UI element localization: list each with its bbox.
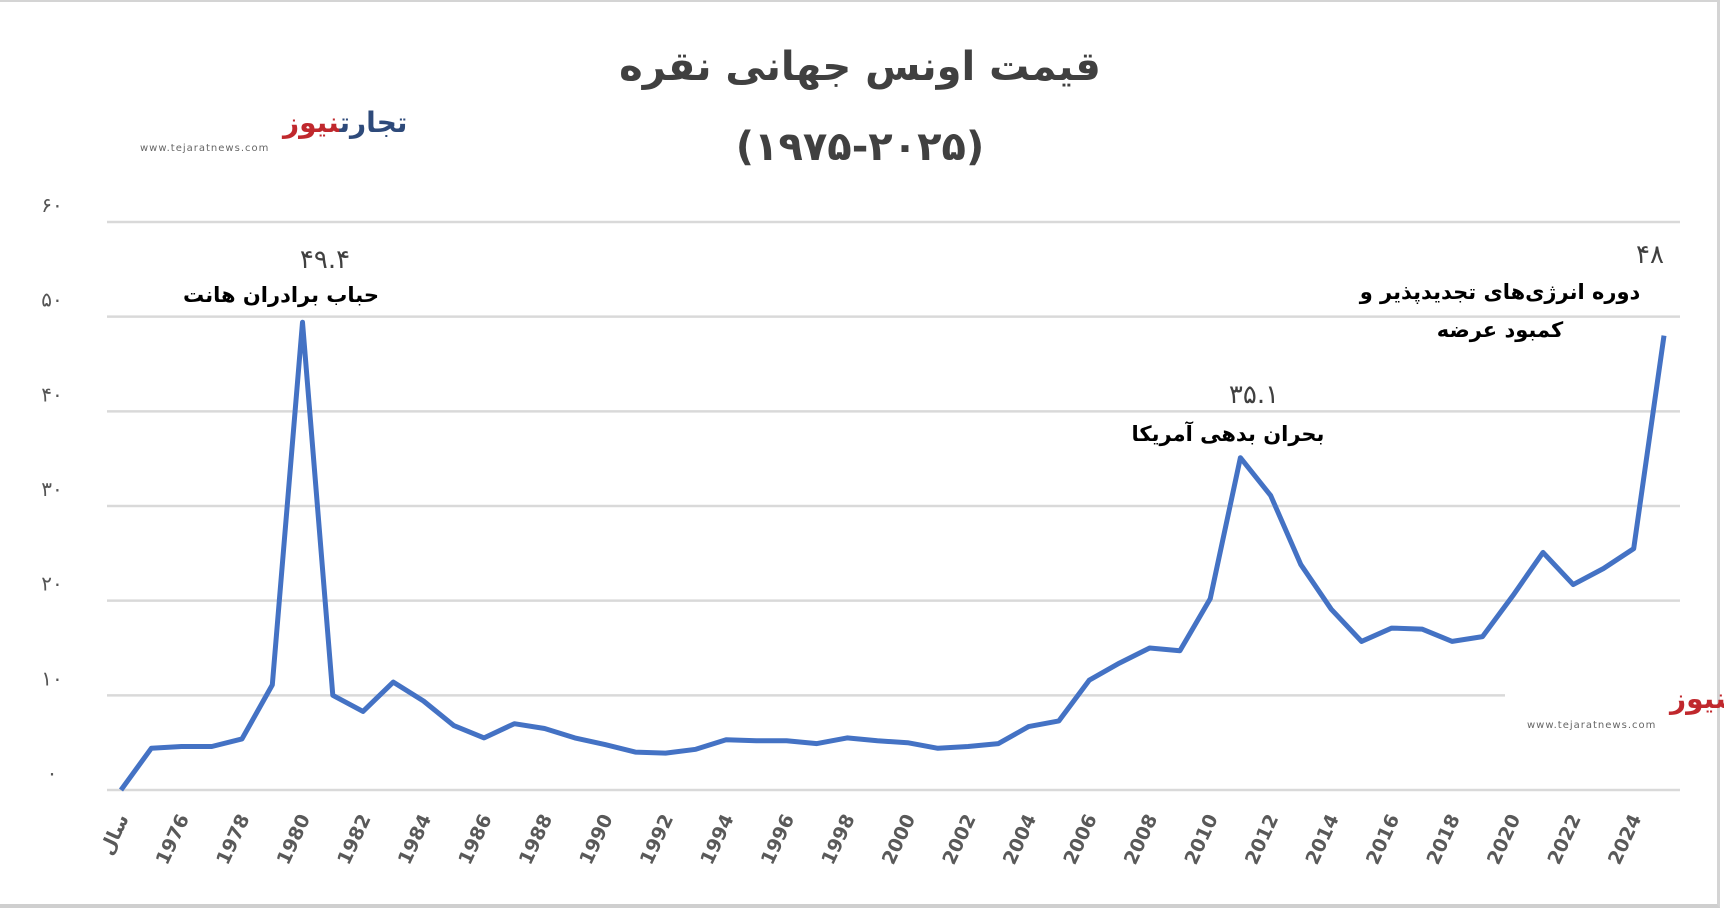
annotation-value: ۴۹.۴ <box>300 245 350 275</box>
logo-part2: نیوز <box>281 106 340 139</box>
x-tick-label: 2004 <box>999 811 1041 868</box>
x-tick-label: 2012 <box>1241 811 1283 868</box>
x-tick-label: 1980 <box>273 811 315 868</box>
logo-part2: نیوز <box>1668 682 1724 715</box>
x-tick-label: 2016 <box>1362 811 1404 868</box>
x-tick-label: 1994 <box>696 811 738 868</box>
series-line <box>118 319 1667 792</box>
x-tick-label: 2024 <box>1604 811 1646 868</box>
x-tick-label: 2020 <box>1483 811 1525 868</box>
x-tick-label: 2010 <box>1180 811 1222 868</box>
x-tick-label: 1996 <box>757 811 799 868</box>
svg-text:تجارتنیوز: تجارتنیوز <box>281 106 407 139</box>
logo-part1: تجارت <box>339 106 408 139</box>
chart-subtitle: (۱۹۷۵-۲۰۲۵) <box>736 124 984 170</box>
annotation-value: ۴۸ <box>1636 240 1664 270</box>
x-tick-label: 2000 <box>878 811 920 868</box>
annotation-label: بحران بدهی آمریکا <box>1132 421 1325 446</box>
annotation-label: دوره انرژی‌های تجدیدپذیر و <box>1359 280 1641 304</box>
annotation-label: کمبود عرضه <box>1437 318 1564 342</box>
logo-bottom: تجارتنیوز www.tejaratnews.com <box>1527 682 1724 731</box>
annotation-label: حباب برادران هانت <box>183 283 379 307</box>
x-tick-label: 1988 <box>515 811 557 868</box>
svg-text:تجارتنیوز: تجارتنیوز <box>1668 682 1724 715</box>
x-tick-label: 1976 <box>152 811 194 868</box>
x-tick-label: 1984 <box>394 811 436 868</box>
x-tick-label: 2014 <box>1301 811 1343 868</box>
x-tick-label: 1982 <box>333 811 375 868</box>
x-tick-label: 1998 <box>817 811 859 868</box>
x-tick-label: 2022 <box>1543 811 1585 868</box>
logo-url: www.tejaratnews.com <box>140 143 269 154</box>
y-tick-label: ۶۰ <box>41 193 62 217</box>
annotation-value: ۳۵.۱ <box>1229 380 1279 410</box>
x-tick-label: 2002 <box>938 811 980 868</box>
x-tick-label: 2008 <box>1120 811 1162 868</box>
y-tick-label: ۰ <box>47 761 58 785</box>
logo-url: www.tejaratnews.com <box>1527 720 1656 731</box>
y-tick-label: ۴۰ <box>41 382 62 406</box>
logo-top: تجارتنیوز www.tejaratnews.com <box>140 106 407 154</box>
y-tick-label: ۲۰ <box>41 572 62 596</box>
x-tick-label: 2006 <box>1059 811 1101 868</box>
x-tick-label: 2018 <box>1422 811 1464 868</box>
x-tick-label: 1978 <box>212 811 254 868</box>
y-tick-label: ۵۰ <box>41 288 62 312</box>
y-tick-label: ۱۰ <box>41 666 62 690</box>
x-tick-label: سال <box>96 811 134 859</box>
x-tick-label: 1986 <box>454 811 496 868</box>
x-tick-label: 1992 <box>636 811 678 868</box>
x-tick-label: 1990 <box>575 811 617 868</box>
chart-title: قیمت اونس جهانی نقره <box>619 44 1101 90</box>
y-tick-label: ۳۰ <box>41 477 62 501</box>
